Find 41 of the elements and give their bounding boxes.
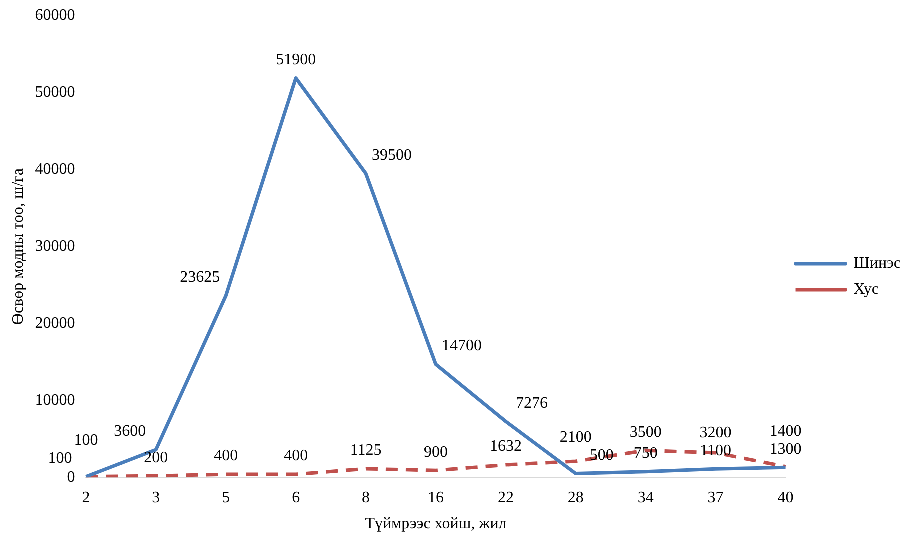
x-tick-label: 6 bbox=[292, 489, 300, 506]
data-label: 100 bbox=[74, 432, 98, 450]
y-tick-label: 20000 bbox=[35, 314, 76, 332]
data-label: 39500 bbox=[372, 146, 412, 164]
y-tick-label: 60000 bbox=[35, 7, 76, 24]
legend-label: Шинэс bbox=[854, 255, 901, 272]
data-label: 3200 bbox=[700, 424, 732, 442]
data-label: 14700 bbox=[442, 338, 482, 355]
data-label: 100 bbox=[48, 450, 72, 468]
x-tick-label: 16 bbox=[428, 489, 444, 506]
x-tick-label: 34 bbox=[638, 489, 654, 506]
y-tick-label: 30000 bbox=[35, 238, 76, 256]
data-label: 400 bbox=[214, 448, 238, 465]
x-axis-title: Түймрээс хойш, жил bbox=[365, 516, 507, 533]
x-tick-label: 40 bbox=[778, 489, 794, 506]
y-tick-label: 0 bbox=[67, 468, 76, 486]
x-tick-label: 28 bbox=[568, 489, 584, 506]
data-label: 3600 bbox=[114, 423, 146, 440]
data-label: 1300 bbox=[770, 440, 802, 458]
y-tick-label: 50000 bbox=[35, 84, 76, 102]
data-label: 900 bbox=[424, 444, 448, 461]
data-label: 1632 bbox=[490, 438, 522, 456]
y-tick-label: 10000 bbox=[35, 392, 76, 409]
data-label: 2100 bbox=[560, 428, 592, 446]
y-axis-title: Өсвөр модны тоо, ш/га bbox=[10, 168, 27, 326]
data-label: 200 bbox=[144, 449, 168, 466]
x-tick-label: 22 bbox=[498, 489, 514, 506]
x-tick-label: 37 bbox=[708, 489, 724, 506]
data-label: 51900 bbox=[276, 52, 316, 69]
data-label: 23625 bbox=[180, 269, 220, 286]
data-label: 400 bbox=[284, 448, 308, 465]
x-tick-label: 8 bbox=[362, 489, 370, 506]
x-tick-label: 5 bbox=[222, 489, 230, 506]
x-tick-label: 3 bbox=[152, 489, 160, 506]
x-tick-label: 2 bbox=[82, 489, 90, 506]
data-label: 3500 bbox=[630, 424, 662, 441]
y-tick-label: 40000 bbox=[35, 161, 76, 178]
data-label: 1400 bbox=[770, 422, 802, 440]
data-label: 7276 bbox=[516, 394, 548, 412]
legend-label: Хус bbox=[854, 281, 880, 298]
data-label: 1125 bbox=[350, 442, 382, 460]
